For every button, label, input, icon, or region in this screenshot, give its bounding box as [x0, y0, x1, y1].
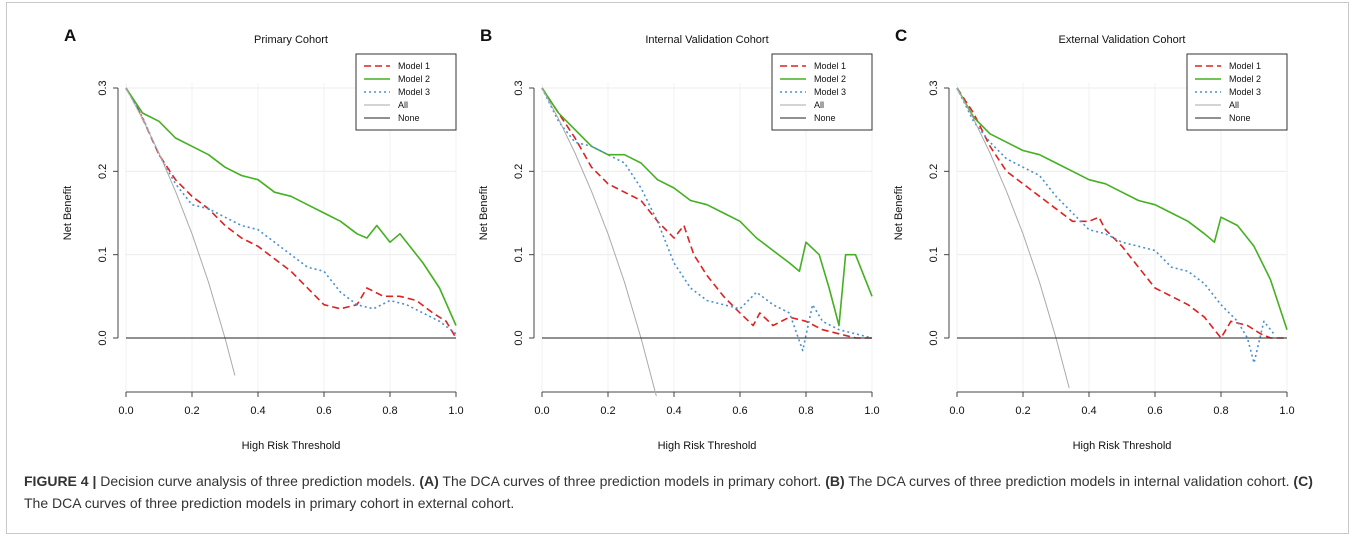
- figure-label: FIGURE 4 |: [24, 473, 97, 489]
- x-tick-label: 0.8: [798, 405, 813, 417]
- x-tick-label: 0.6: [732, 405, 747, 417]
- y-axis-label: Net Benefit: [62, 186, 74, 240]
- legend-label: None: [1229, 113, 1251, 123]
- y-tick-label: 0.1: [513, 247, 525, 262]
- y-tick-label: 0.2: [928, 164, 940, 179]
- x-tick-label: 0.2: [184, 405, 199, 417]
- y-tick-label: 0.1: [928, 247, 940, 262]
- legend-label: None: [814, 113, 836, 123]
- x-tick-label: 0.2: [1015, 405, 1030, 417]
- y-axis-label: Net Benefit: [893, 186, 905, 240]
- dca-figure: A Primary Cohort 0.0 0.2 0.4 0.6 0.8 1.0 High Ri…: [62, 26, 1295, 452]
- legend-box: [355, 53, 457, 131]
- x-tick-label: 0.0: [949, 405, 964, 417]
- legend: Model 1 Model 2 Model 3 All None: [355, 53, 457, 131]
- legend-label: Model 2: [398, 74, 430, 84]
- legend-label: Model 3: [1229, 87, 1261, 97]
- series-line-model-3: [541, 87, 873, 352]
- legend-label: Model 3: [814, 87, 846, 97]
- x-axis-label: High Risk Threshold: [658, 440, 757, 452]
- x-tick-label: 0.6: [316, 405, 331, 417]
- x-axis-label: High Risk Threshold: [242, 440, 341, 452]
- caption-label-a: (A): [419, 473, 439, 489]
- series-line-model-2: [125, 87, 457, 326]
- legend-label: Model 1: [814, 61, 846, 71]
- legend-label: Model 3: [398, 87, 430, 97]
- legend-label: All: [398, 100, 408, 110]
- legend: Model 1 Model 2 Model 3 All None: [771, 53, 873, 131]
- x-tick-label: 1.0: [448, 405, 463, 417]
- y-tick-label: 0.2: [513, 164, 525, 179]
- series-line-model-3: [125, 87, 457, 335]
- x-tick-label: 0.2: [600, 405, 615, 417]
- caption-label-b: (B): [825, 473, 845, 489]
- legend-label: Model 1: [1229, 61, 1261, 71]
- figure-caption: FIGURE 4 | Decision curve analysis of th…: [24, 470, 1324, 514]
- legend-box: [771, 53, 873, 131]
- x-tick-label: 1.0: [864, 405, 879, 417]
- legend-label: All: [1229, 100, 1239, 110]
- x-tick-label: 0.8: [382, 405, 397, 417]
- caption-text-a: The DCA curves of three prediction model…: [438, 473, 826, 489]
- y-tick-label: 0.1: [97, 247, 109, 262]
- x-tick-label: 0.4: [250, 405, 265, 417]
- caption-text-b: The DCA curves of three prediction model…: [844, 473, 1294, 489]
- y-axis-label: Net Benefit: [478, 186, 490, 240]
- x-tick-label: 1.0: [1279, 405, 1294, 417]
- caption-text-c: The DCA curves of three prediction model…: [24, 495, 515, 511]
- plot-title: External Validation Cohort: [1059, 34, 1186, 46]
- y-tick-label: 0.0: [97, 330, 109, 345]
- x-tick-label: 0.8: [1213, 405, 1228, 417]
- caption-label-c: (C): [1293, 473, 1313, 489]
- x-axis-label: High Risk Threshold: [1073, 440, 1172, 452]
- y-tick-label: 0.3: [97, 80, 109, 95]
- series-line-all: [125, 87, 236, 376]
- panel-letter: A: [64, 26, 76, 45]
- series-line-model-3: [956, 87, 1275, 364]
- y-tick-label: 0.0: [513, 330, 525, 345]
- panel-a: A Primary Cohort 0.0 0.2 0.4 0.6 0.8 1.0 High Ri…: [62, 26, 464, 452]
- panel-letter: C: [895, 26, 907, 45]
- x-tick-label: 0.0: [534, 405, 549, 417]
- legend-box: [1186, 53, 1288, 131]
- y-tick-label: 0.3: [513, 80, 525, 95]
- series-line-all: [956, 87, 1070, 389]
- series-line-model-2: [956, 87, 1288, 330]
- series-line-model-1: [956, 87, 1287, 339]
- plot-title: Internal Validation Cohort: [645, 34, 768, 46]
- legend-label: Model 2: [814, 74, 846, 84]
- y-tick-label: 0.0: [928, 330, 940, 345]
- y-tick-label: 0.3: [928, 80, 940, 95]
- plot-title: Primary Cohort: [254, 34, 328, 46]
- legend: Model 1 Model 2 Model 3 All None: [1186, 53, 1288, 131]
- legend-label: None: [398, 113, 420, 123]
- series-line-model-1: [125, 87, 457, 339]
- caption-intro: Decision curve analysis of three predict…: [96, 473, 420, 489]
- x-tick-label: 0.4: [1081, 405, 1096, 417]
- series-line-all: [541, 87, 657, 397]
- y-tick-label: 0.2: [97, 164, 109, 179]
- x-tick-label: 0.0: [118, 405, 133, 417]
- x-tick-label: 0.4: [666, 405, 681, 417]
- x-tick-label: 0.6: [1147, 405, 1162, 417]
- legend-label: All: [814, 100, 824, 110]
- panel-c: C External Validation Cohort 0.0 0.2 0.4 0.6 0…: [893, 26, 1295, 452]
- panel-letter: B: [480, 26, 492, 45]
- legend-label: Model 1: [398, 61, 430, 71]
- series-line-model-1: [541, 87, 872, 339]
- panel-b: B Internal Validation Cohort 0.0 0.2 0.4 0.6 0…: [478, 26, 880, 452]
- legend-label: Model 2: [1229, 74, 1261, 84]
